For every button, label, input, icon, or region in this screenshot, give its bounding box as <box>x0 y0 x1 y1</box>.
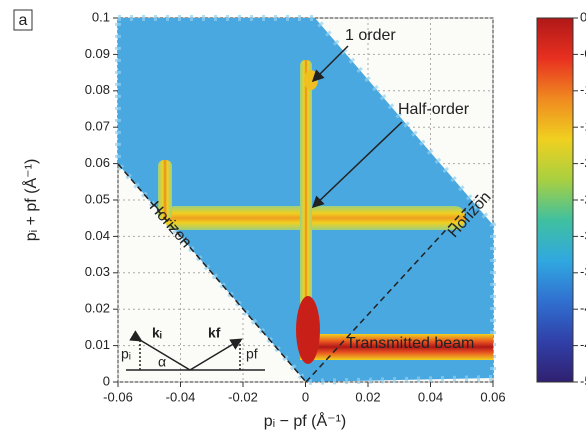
figure: 1 order Half-order Transmitted beam Hori… <box>0 0 586 435</box>
y-tick-label: 0.02 <box>85 301 110 316</box>
colorbar-tick-label: -2.5 <box>580 191 586 206</box>
colorbar-tick-label: 0 <box>580 9 586 24</box>
y-tick-label: 0.01 <box>85 337 110 352</box>
x-tick-label: 0.06 <box>480 389 505 404</box>
y-tick-label: 0.09 <box>85 46 110 61</box>
y-tick-label: 0.1 <box>92 9 110 24</box>
colorbar <box>537 18 573 382</box>
inset-label: pf <box>246 346 258 362</box>
x-tick-label: 0.02 <box>355 389 380 404</box>
y-tick-label: 0 <box>103 373 110 388</box>
y-tick-label: 0.05 <box>85 191 110 206</box>
y-tick-label: 0.06 <box>85 155 110 170</box>
annotation: Transmitted beam <box>346 335 474 352</box>
y-tick-label: 0.07 <box>85 119 110 134</box>
colorbar-tick-label: -3 <box>580 228 586 243</box>
inset-label: α <box>158 354 166 370</box>
colorbar-tick-label: -4.5 <box>580 337 586 352</box>
annotation: Half-order <box>398 101 470 118</box>
x-axis-label: pᵢ − pf (Å⁻¹) <box>264 411 347 430</box>
y-axis-label: pᵢ + pf (Å⁻¹) <box>21 159 40 242</box>
y-tick-label: 0.03 <box>85 264 110 279</box>
inset-label: kf <box>208 325 221 341</box>
colorbar-tick-label: -1.5 <box>580 119 586 134</box>
x-tick-label: 0 <box>302 389 309 404</box>
colorbar-tick-label: -3.5 <box>580 264 586 279</box>
y-tick-label: 0.08 <box>85 82 110 97</box>
colorbar-tick-label: -4 <box>580 301 586 316</box>
x-tick-label: -0.06 <box>103 389 133 404</box>
colorbar-tick-label: -0.5 <box>580 46 586 61</box>
x-tick-label: -0.02 <box>228 389 258 404</box>
y-tick-label: 0.04 <box>85 228 110 243</box>
inset-label: pᵢ <box>121 346 131 362</box>
x-tick-label: 0.04 <box>418 389 443 404</box>
colorbar-tick-label: -1 <box>580 82 586 97</box>
annotation: 1 order <box>345 27 396 44</box>
colorbar-tick-label: -2 <box>580 155 586 170</box>
colorbar-tick-label: -5 <box>580 373 586 388</box>
inset-label: kᵢ <box>152 325 162 341</box>
x-tick-label: -0.04 <box>166 389 196 404</box>
panel-label: a <box>19 12 28 29</box>
